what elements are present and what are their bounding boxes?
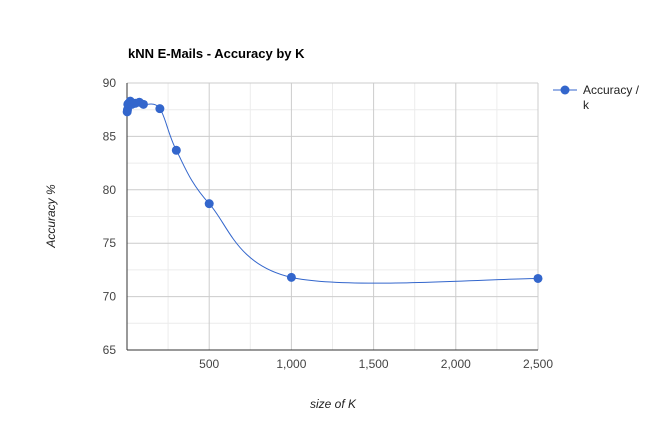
data-point[interactable]: [155, 104, 165, 114]
x-tick-label: 1,500: [359, 357, 389, 371]
y-tick-label: 70: [103, 290, 117, 304]
axes: 65 70 75 80 85 90 500 1,000 1,500 2,000 2,500: [103, 76, 554, 371]
y-tick-label: 75: [103, 236, 117, 250]
legend-label-line: k: [583, 98, 590, 112]
legend-label: Accuracy / k: [583, 83, 640, 112]
y-tick-label: 90: [103, 76, 117, 90]
data-point[interactable]: [171, 145, 181, 155]
legend[interactable]: Accuracy / k: [553, 83, 640, 112]
x-tick-label: 500: [199, 357, 219, 371]
data-point[interactable]: [138, 99, 148, 109]
series-layer: [122, 96, 543, 284]
data-point[interactable]: [204, 199, 214, 209]
legend-marker: [560, 85, 570, 95]
data-point[interactable]: [286, 272, 296, 282]
x-axis-label: size of K: [310, 397, 357, 411]
data-point[interactable]: [533, 273, 543, 283]
x-tick-label: 1,000: [276, 357, 306, 371]
x-tick-label: 2,500: [523, 357, 553, 371]
y-tick-label: 65: [103, 343, 117, 357]
y-axis-label: Accuracy %: [44, 184, 58, 249]
y-tick-label: 80: [103, 183, 117, 197]
legend-label-line: Accuracy /: [583, 83, 640, 97]
gridlines: [127, 82, 539, 350]
y-tick-label: 85: [103, 129, 117, 143]
chart-title: kNN E-Mails - Accuracy by K: [128, 46, 305, 61]
x-tick-label: 2,000: [441, 357, 471, 371]
